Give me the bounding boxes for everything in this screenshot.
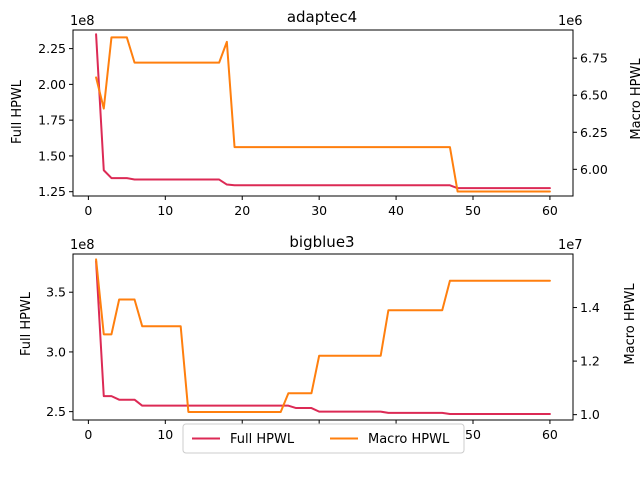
series-line-bigblue3-full-hpwl: [95, 260, 551, 416]
y-axis-label-adaptec4: Full HPWL: [10, 79, 25, 144]
y-right-tick-label-adaptec4-1: 6.25: [580, 125, 608, 140]
x-tick-label-bigblue3-1: 10: [157, 427, 173, 442]
y-left-tick-label-bigblue3-1: 3.0: [46, 344, 66, 359]
x-tick-label-adaptec4-5: 50: [465, 203, 481, 218]
y-left-tick-label-adaptec4-2: 1.75: [38, 113, 66, 128]
x-axis-ticks-adaptec4: 0 10 20 30 40 50 60: [84, 196, 558, 218]
x-tick-label-bigblue3-0: 0: [84, 427, 92, 442]
chart-title-adaptec4: adaptec4: [287, 8, 357, 26]
y-left-tick-label-adaptec4-0: 1.25: [38, 184, 66, 199]
left-axis-offset-adaptec4: 1e8: [70, 14, 95, 29]
plot-frame-bigblue3: [72, 253, 574, 421]
series-lines-adaptec4: [95, 33, 551, 193]
legend-box: [182, 423, 465, 454]
y-right-tick-label-adaptec4-0: 6.00: [580, 162, 608, 177]
y-right-tick-label-adaptec4-2: 6.50: [580, 88, 608, 103]
x-tick-label-adaptec4-4: 40: [388, 203, 404, 218]
x-tick-label-bigblue3-5: 50: [465, 427, 481, 442]
series-lines-bigblue3: [95, 258, 551, 416]
y-left-tick-label-adaptec4-4: 2.25: [38, 41, 66, 56]
y-left-tick-label-bigblue3-2: 3.5: [46, 285, 66, 300]
x-tick-label-bigblue3-6: 60: [542, 427, 558, 442]
y-axis-right-label-bigblue3: Macro HPWL: [623, 283, 638, 365]
y-right-tick-label-adaptec4-3: 6.75: [580, 51, 608, 66]
right-axis-offset-bigblue3: 1e7: [558, 238, 583, 253]
x-tick-label-adaptec4-6: 60: [542, 203, 558, 218]
y-axis-right-label-adaptec4: Macro HPWL: [629, 58, 644, 140]
y-axis-right-ticks-bigblue3: 1.0 1.2 1.4: [573, 300, 600, 422]
legend-label-macro-hpwl: Macro HPWL: [368, 432, 450, 447]
series-line-bigblue3-macro-hpwl: [95, 258, 551, 413]
series-line-adaptec4-full-hpwl: [95, 33, 551, 190]
y-axis-label-bigblue3: Full HPWL: [19, 291, 34, 356]
plot-frame-adaptec4: [72, 29, 574, 197]
y-axis-left-ticks-bigblue3: 2.5 3.0 3.5: [46, 285, 73, 419]
y-right-tick-label-bigblue3-1: 1.2: [580, 354, 600, 369]
x-tick-label-adaptec4-2: 20: [234, 203, 250, 218]
x-tick-label-adaptec4-0: 0: [84, 203, 92, 218]
legend-label-full-hpwl: Full HPWL: [230, 432, 295, 447]
x-tick-label-adaptec4-3: 30: [311, 203, 327, 218]
series-line-adaptec4-macro-hpwl: [95, 36, 551, 193]
x-tick-label-adaptec4-1: 10: [157, 203, 173, 218]
y-axis-left-ticks-adaptec4: 1.25 1.50 1.75 2.00 2.25: [38, 41, 73, 199]
y-right-tick-label-bigblue3-2: 1.4: [580, 300, 600, 315]
subplot-bigblue3: bigblue3 1e8 1e7 Full HPWL Macro HPWL 0 1…: [19, 233, 638, 442]
y-right-tick-label-bigblue3-0: 1.0: [580, 407, 600, 422]
y-left-tick-label-adaptec4-3: 2.00: [38, 77, 66, 92]
right-axis-offset-adaptec4: 1e6: [558, 14, 583, 29]
left-axis-offset-bigblue3: 1e8: [70, 238, 95, 253]
y-left-tick-label-adaptec4-1: 1.50: [38, 148, 66, 163]
y-axis-right-ticks-adaptec4: 6.00 6.25 6.50 6.75: [573, 51, 608, 177]
chart-title-bigblue3: bigblue3: [289, 233, 354, 251]
y-left-tick-label-bigblue3-0: 2.5: [46, 404, 66, 419]
legend: Full HPWL Macro HPWL: [182, 423, 465, 454]
